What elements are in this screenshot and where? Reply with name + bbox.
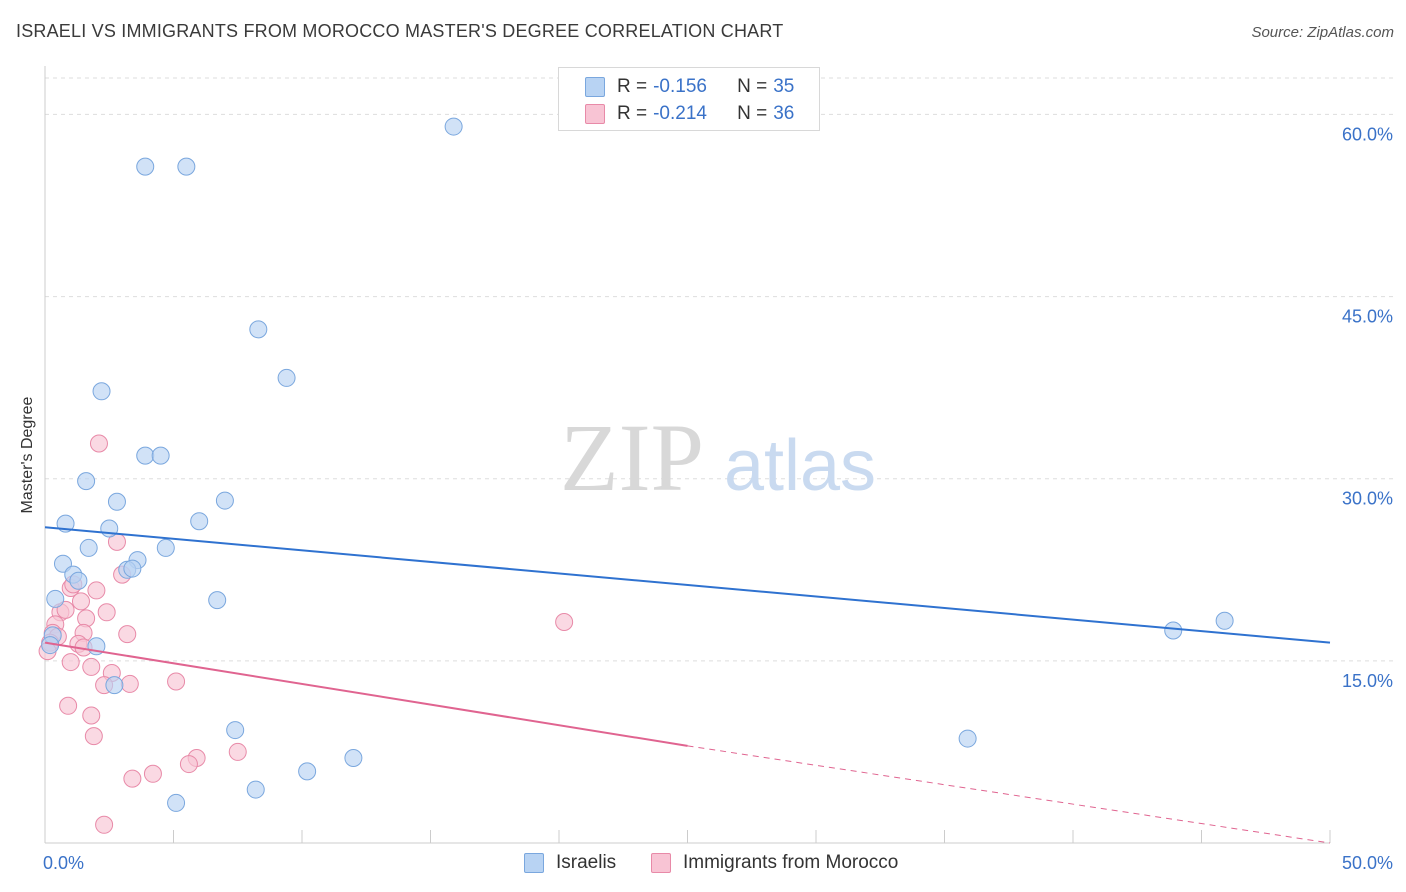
israelis-point (177, 157, 196, 176)
morocco-point (143, 764, 162, 783)
morocco-point (84, 727, 103, 746)
morocco-point (179, 755, 198, 774)
legend-r-value: -0.156 (653, 76, 707, 97)
morocco-point (71, 592, 90, 611)
morocco-point (118, 625, 137, 644)
axes (44, 66, 1331, 844)
morocco-point (120, 674, 139, 693)
legend-r-value: -0.214 (653, 103, 707, 124)
watermark-zip: ZIP (560, 404, 704, 511)
israelis-point (105, 676, 124, 695)
israelis-point (298, 762, 317, 781)
morocco-trend-extension (687, 745, 1331, 844)
stats-legend: R = -0.156 N = 35 R = -0.214 N = 36 (558, 67, 820, 131)
legend-n-value: 35 (773, 76, 795, 97)
israelis-point (249, 320, 268, 339)
series-legend: Israelis Immigrants from Morocco (0, 852, 1406, 878)
y-tick-label: 30.0% (1342, 489, 1393, 509)
legend-r-label: R = (617, 76, 648, 97)
israelis-point (246, 780, 265, 799)
x-tick-label: 0.0% (43, 853, 84, 873)
israelis-point (79, 538, 98, 557)
israelis-point (1164, 621, 1183, 640)
israelis-point (69, 571, 88, 590)
legend-n-label: N = (737, 76, 768, 97)
israelis-point (1215, 611, 1234, 630)
morocco-point (97, 603, 116, 622)
morocco-point (61, 653, 80, 672)
morocco-point (555, 613, 574, 631)
israelis-point (123, 559, 142, 578)
y-tick-label: 15.0% (1342, 671, 1393, 691)
israelis-point (151, 446, 170, 465)
morocco-point (89, 434, 108, 453)
israelis-points (41, 117, 1234, 812)
israelis-point (215, 491, 234, 510)
israelis-point (92, 382, 111, 401)
morocco-point (95, 815, 114, 834)
watermark-atlas: atlas (724, 426, 876, 506)
legend-n-value: 36 (773, 103, 795, 124)
morocco-trend-line (44, 641, 688, 747)
legend-swatch-pink (651, 853, 671, 873)
legend-label-israelis: Israelis (556, 852, 617, 873)
legend-row-israelis: R = -0.156 N = 35 (585, 75, 794, 99)
morocco-point (123, 769, 142, 788)
y-tick-label: 45.0% (1342, 307, 1393, 327)
israelis-point (136, 446, 155, 465)
chart-title: ISRAELI VS IMMIGRANTS FROM MOROCCO MASTE… (16, 21, 784, 41)
israelis-trend-line (44, 526, 1331, 644)
morocco-point (228, 742, 247, 761)
israelis-point (208, 591, 227, 610)
morocco-point (167, 672, 186, 691)
israelis-point (277, 368, 296, 387)
legend-row-morocco: R = -0.214 N = 36 (585, 102, 794, 126)
israelis-point (156, 538, 175, 557)
watermark: ZIP atlas (560, 404, 876, 511)
morocco-point (87, 581, 106, 600)
morocco-point (82, 657, 101, 676)
y-tick-label: 60.0% (1342, 124, 1393, 144)
grid-lines (45, 77, 1395, 662)
legend-swatch-pink (585, 104, 605, 124)
israelis-point (77, 472, 96, 491)
legend-item-israelis: Israelis (524, 852, 616, 874)
legend-label-morocco: Immigrants from Morocco (683, 852, 899, 873)
israelis-point (226, 721, 245, 740)
israelis-point (167, 793, 186, 812)
israelis-point (190, 512, 209, 531)
legend-n-label: N = (737, 103, 768, 124)
legend-r-label: R = (617, 103, 648, 124)
legend-swatch-blue (524, 853, 544, 873)
israelis-point (107, 492, 126, 511)
israelis-point (136, 157, 155, 176)
morocco-point (59, 696, 78, 715)
source-label: Source: ZipAtlas.com (1251, 24, 1394, 41)
trend-lines (44, 526, 1331, 844)
israelis-point (344, 749, 363, 767)
morocco-points (38, 434, 574, 834)
morocco-point (82, 706, 101, 725)
tick-labels: 15.0% 30.0% 45.0% 60.0% 0.0% 50.0% (43, 124, 1393, 873)
israelis-point (444, 117, 463, 136)
x-tick-label: 50.0% (1342, 853, 1393, 873)
israelis-point (46, 589, 65, 608)
israelis-point (958, 729, 977, 748)
legend-swatch-blue (585, 77, 605, 97)
legend-item-morocco: Immigrants from Morocco (651, 852, 898, 874)
